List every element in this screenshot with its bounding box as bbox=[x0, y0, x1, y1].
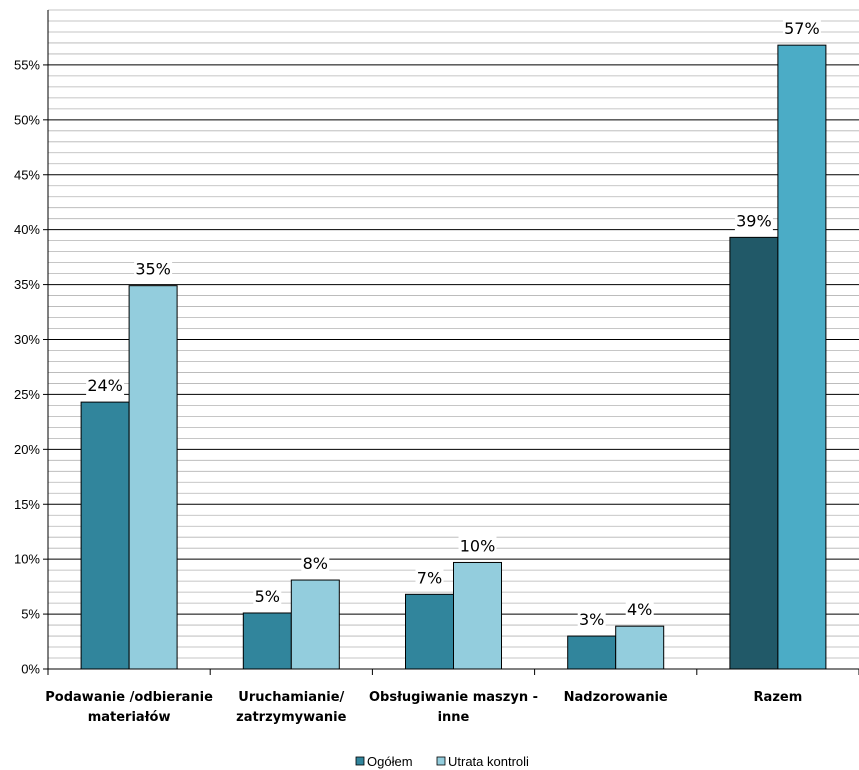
bars bbox=[80, 44, 827, 670]
bar-ogolem bbox=[405, 593, 454, 670]
data-label-bg bbox=[782, 17, 821, 40]
bar-ogolem bbox=[567, 635, 617, 670]
legend-label: Utrata kontroli bbox=[448, 754, 529, 769]
x-category-label: Nadzorowanie bbox=[564, 690, 668, 705]
y-tick-label: 50% bbox=[14, 112, 40, 127]
data-label: 7% bbox=[417, 568, 442, 587]
data-label-bg bbox=[86, 374, 125, 397]
data-label-bg bbox=[458, 534, 497, 557]
data-label-bg bbox=[734, 209, 773, 232]
data-label-bg bbox=[415, 566, 444, 589]
bar-ogolem bbox=[80, 401, 130, 670]
data-label: 57% bbox=[784, 19, 820, 38]
data-label-bg bbox=[625, 598, 654, 621]
x-category-label: Razem bbox=[754, 690, 803, 705]
y-tick-label: 20% bbox=[14, 442, 40, 457]
y-tick-label: 0% bbox=[21, 662, 40, 677]
y-tick-label: 55% bbox=[14, 57, 40, 72]
data-label-bg bbox=[253, 584, 282, 607]
data-label: 8% bbox=[303, 554, 328, 573]
legend-swatch bbox=[436, 756, 446, 766]
data-label: 3% bbox=[579, 610, 604, 629]
legend-item-ogolem: Ogółem bbox=[355, 754, 413, 769]
data-label-bg bbox=[301, 552, 330, 575]
data-label: 4% bbox=[627, 600, 652, 619]
y-tick-label: 25% bbox=[14, 387, 40, 402]
x-category-label: materiałów bbox=[88, 710, 171, 725]
axes: 0% 5% 10% 15% 20% 25% 30% 35% 40% 45% 50% 55% Podawa… bbox=[14, 10, 859, 725]
data-label-bg bbox=[577, 608, 606, 631]
data-label: 5% bbox=[255, 587, 280, 606]
y-tick-label: 5% bbox=[21, 607, 40, 622]
y-tick-label: 40% bbox=[14, 222, 40, 237]
bar-utrata-kontroli bbox=[290, 579, 340, 670]
y-tick-label: 45% bbox=[14, 167, 40, 182]
bar-utrata-kontroli bbox=[777, 44, 827, 670]
x-category-label: Obsługiwanie maszyn - bbox=[369, 690, 538, 705]
legend: Ogółem Utrata kontroli bbox=[355, 754, 529, 769]
grid bbox=[48, 9, 859, 659]
x-category-label: inne bbox=[438, 710, 470, 725]
data-label: 39% bbox=[736, 211, 772, 230]
y-tick-label: 35% bbox=[14, 277, 40, 292]
bar-utrata-kontroli bbox=[453, 561, 502, 670]
x-category-label: Podawanie /odbieranie bbox=[45, 690, 213, 705]
y-tick-label: 30% bbox=[14, 332, 40, 347]
data-labels: 24% 35% 5% 8% 7% 10% 3% 4% 39% 57% bbox=[86, 17, 821, 631]
legend-label: Ogółem bbox=[367, 754, 413, 769]
data-label: 35% bbox=[135, 260, 171, 279]
bar-utrata-kontroli bbox=[128, 285, 178, 670]
legend-item-utrata-kontroli: Utrata kontroli bbox=[436, 754, 529, 769]
data-label: 10% bbox=[460, 536, 496, 555]
bar-utrata-kontroli bbox=[615, 625, 665, 670]
x-category-label: zatrzymywanie bbox=[236, 710, 347, 725]
y-tick-label: 15% bbox=[14, 497, 40, 512]
bar-ogolem bbox=[242, 612, 292, 670]
legend-swatch bbox=[355, 756, 365, 766]
data-label-bg bbox=[134, 257, 173, 280]
bar-ogolem bbox=[729, 236, 779, 670]
y-tick-label: 10% bbox=[14, 552, 40, 567]
data-label: 24% bbox=[87, 376, 123, 395]
x-category-label: Uruchamianie/ bbox=[238, 690, 344, 705]
